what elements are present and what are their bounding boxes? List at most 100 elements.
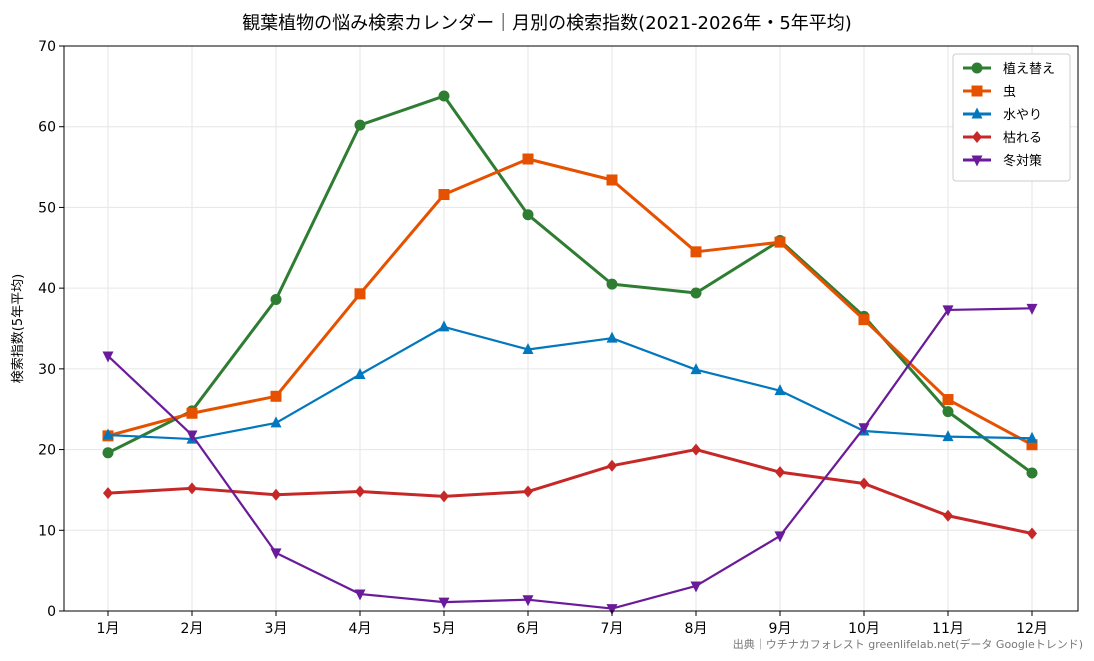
data-point <box>522 153 534 165</box>
data-point <box>102 447 114 459</box>
data-point <box>102 428 114 440</box>
data-point <box>102 351 114 363</box>
data-point <box>942 406 954 418</box>
series-1 <box>102 90 1038 479</box>
data-point <box>690 246 702 258</box>
data-point <box>438 597 450 609</box>
data-point <box>858 314 870 326</box>
data-point <box>354 368 366 380</box>
data-point <box>522 342 534 354</box>
x-tick-label: 10月 <box>848 621 880 637</box>
chart-title: 観葉植物の悩み検索カレンダー｜月別の検索指数(2021-2026年・5年平均) <box>242 13 852 34</box>
x-tick-label: 9月 <box>769 621 792 637</box>
data-point <box>438 320 450 332</box>
y-tick-label: 20 <box>38 443 56 459</box>
y-tick-label: 70 <box>38 39 56 55</box>
data-point <box>355 485 365 498</box>
series-line <box>107 325 1033 441</box>
legend-label: 枯れる <box>1003 131 1042 146</box>
legend-label: 冬対策 <box>1003 153 1042 169</box>
data-point <box>943 509 953 522</box>
y-tick-label: 10 <box>38 523 56 539</box>
x-tick-label: 5月 <box>433 621 456 637</box>
data-point <box>270 293 282 305</box>
data-point <box>439 490 449 503</box>
data-point <box>270 416 282 428</box>
data-point <box>522 595 534 607</box>
data-point <box>523 485 533 498</box>
axis-layer: 0 10 20 30 40 50 60 70 1月 2月 3月 4月 5月 6月 7月 8月 9月 10月 11月 1… <box>38 39 1048 637</box>
data-point <box>607 459 617 472</box>
series-line <box>107 307 1033 610</box>
data-point <box>858 423 870 435</box>
data-point <box>1026 467 1038 479</box>
series-line <box>107 448 1033 535</box>
data-point <box>103 487 113 500</box>
data-point <box>187 482 197 495</box>
series-line <box>107 157 1033 447</box>
legend-marker <box>972 131 982 143</box>
y-axis-label: 検索指数(5年平均) <box>11 274 26 383</box>
x-tick-label: 3月 <box>265 621 288 637</box>
data-point <box>186 430 198 442</box>
data-point <box>774 531 786 543</box>
legend-label: 水やり <box>1003 108 1042 123</box>
legend-marker <box>971 155 983 167</box>
data-point <box>690 581 702 593</box>
data-point <box>354 288 366 300</box>
data-point <box>1026 303 1038 315</box>
series-5 <box>102 303 1038 616</box>
data-point <box>690 287 702 299</box>
data-point <box>606 174 618 186</box>
series-4 <box>103 443 1037 540</box>
data-point <box>690 363 702 375</box>
data-point <box>438 189 450 201</box>
grid-lines <box>64 45 1078 612</box>
data-point <box>270 390 282 402</box>
legend-marker <box>971 107 983 119</box>
y-tick-label: 30 <box>38 362 56 378</box>
x-tick-label: 1月 <box>97 621 120 637</box>
data-point <box>354 119 366 131</box>
x-tick-label: 2月 <box>181 621 204 637</box>
data-point <box>186 407 198 419</box>
data-point <box>438 90 450 102</box>
data-point <box>270 548 282 560</box>
data-point <box>1026 431 1038 443</box>
data-point <box>606 604 618 616</box>
data-point <box>606 278 618 290</box>
data-point <box>691 443 701 456</box>
x-tick-label: 12月 <box>1016 621 1048 637</box>
data-point <box>774 384 786 396</box>
data-point <box>774 236 786 248</box>
legend-marker <box>971 62 983 74</box>
x-tick-label: 7月 <box>601 621 624 637</box>
legend-marker <box>971 85 983 97</box>
data-point <box>859 477 869 490</box>
data-point <box>606 331 618 343</box>
y-tick-label: 0 <box>47 604 56 620</box>
legend-label: 植え替え <box>1003 62 1055 77</box>
data-point <box>271 488 281 501</box>
data-point <box>942 430 954 442</box>
x-tick-label: 6月 <box>517 621 540 637</box>
data-point <box>1026 439 1038 451</box>
x-tick-label: 11月 <box>932 621 964 637</box>
plot-frame <box>63 45 1079 612</box>
y-tick-label: 40 <box>38 281 56 297</box>
series-line <box>107 94 1033 475</box>
x-tick-label: 4月 <box>349 621 372 637</box>
data-point <box>354 589 366 601</box>
y-tick-label: 50 <box>38 200 56 216</box>
data-point <box>775 466 785 479</box>
data-point <box>522 209 534 221</box>
legend-label: 虫 <box>1003 85 1016 100</box>
x-tick-label: 8月 <box>685 621 708 637</box>
data-point <box>1027 527 1037 540</box>
series-layer <box>102 90 1038 616</box>
source-note: 出典｜ウチナカフォレスト greenlifelab.net(データ Google… <box>732 638 1083 651</box>
y-tick-label: 60 <box>38 120 56 136</box>
data-point <box>942 305 954 317</box>
